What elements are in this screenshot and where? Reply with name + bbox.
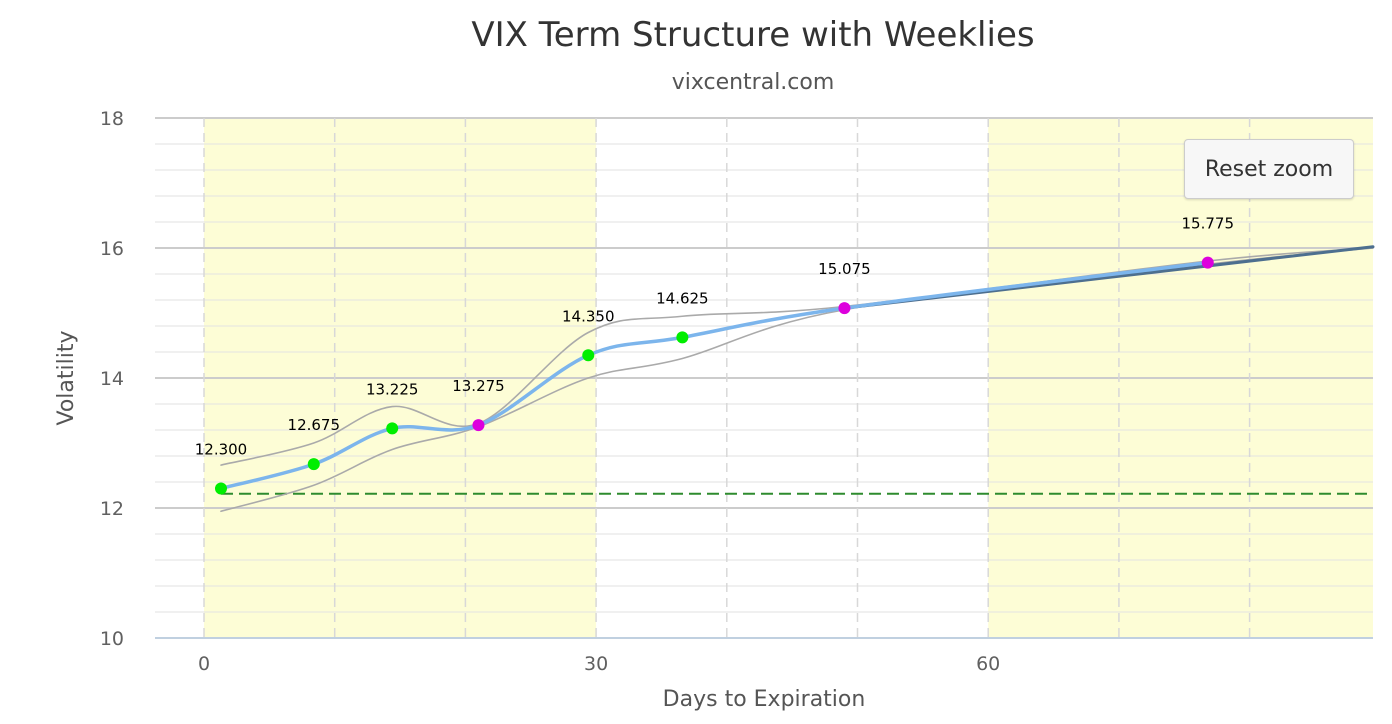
- data-point: [307, 458, 320, 471]
- data-point: [582, 349, 595, 362]
- x-axis-title: Days to Expiration: [663, 687, 866, 712]
- chart-subtitle: vixcentral.com: [672, 70, 835, 95]
- y-tick-label: 12: [100, 498, 124, 520]
- y-tick-label: 10: [100, 628, 124, 650]
- y-tick-label: 16: [100, 238, 124, 260]
- data-labels: 12.300 12.675 13.225 13.275 14.350 14.625 15.0…: [195, 215, 1234, 459]
- y-axis-title: Volatility: [54, 330, 79, 425]
- chart-title: VIX Term Structure with Weeklies: [471, 15, 1034, 55]
- data-points: [214, 256, 1214, 495]
- data-label: 12.675: [288, 416, 341, 434]
- reset-zoom-button[interactable]: Reset zoom: [1184, 139, 1354, 199]
- grid: [155, 117, 1373, 639]
- data-point: [386, 422, 399, 435]
- y-tick-label: 18: [100, 108, 124, 130]
- data-label: 14.625: [656, 289, 709, 307]
- data-label: 12.300: [195, 441, 248, 459]
- data-point: [838, 302, 851, 315]
- data-label: 13.225: [366, 380, 419, 398]
- data-point: [676, 331, 689, 344]
- data-label: 13.275: [452, 377, 505, 395]
- x-tick-label: 0: [198, 653, 210, 675]
- y-tick-label: 14: [100, 368, 124, 390]
- data-point: [472, 419, 485, 432]
- data-label: 15.775: [1182, 215, 1235, 233]
- data-label: 15.075: [818, 260, 871, 278]
- data-point: [1201, 256, 1214, 269]
- tick-labels: 10 12 14 16 18 0 30 60: [100, 108, 1000, 675]
- x-tick-label: 30: [584, 653, 608, 675]
- x-tick-label: 60: [976, 653, 1000, 675]
- series-line: [220, 247, 1374, 466]
- data-label: 14.350: [562, 307, 615, 325]
- data-point: [214, 482, 227, 495]
